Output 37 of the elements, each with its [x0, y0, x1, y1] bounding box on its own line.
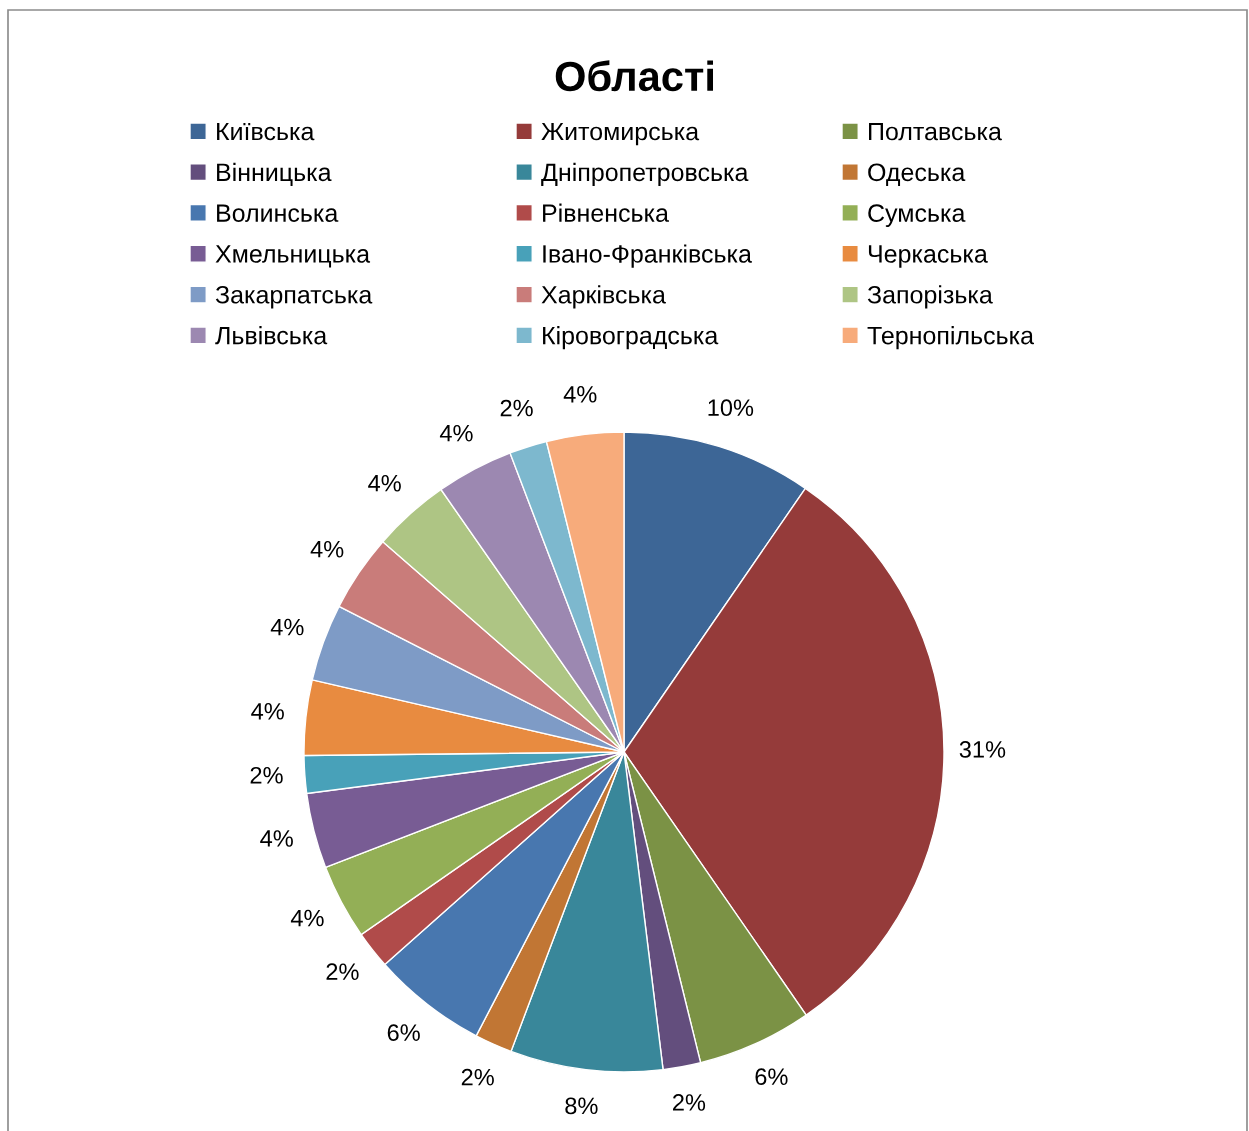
- legend-label: Київська: [217, 122, 315, 141]
- chart-title: Області: [555, 60, 713, 92]
- data-label: 4%: [368, 474, 401, 492]
- legend-label: Кіровоградська: [543, 326, 719, 350]
- legend-label: Львівська: [215, 326, 328, 345]
- legend-label: Закарпатська: [215, 285, 373, 309]
- legend-label: Вінницька: [217, 162, 332, 186]
- legend-label: Житомирська: [541, 122, 700, 146]
- data-label: 2%: [461, 1068, 494, 1086]
- data-label: 2%: [673, 1094, 706, 1111]
- legend-label: Харківська: [541, 285, 666, 309]
- legend-label: Волинська: [217, 204, 339, 222]
- data-label: 4%: [310, 540, 344, 558]
- data-label: 4%: [439, 424, 473, 442]
- data-label: 2%: [326, 963, 359, 980]
- legend-label: Черкаська: [868, 245, 988, 268]
- data-label: 6%: [387, 1024, 420, 1041]
- data-label: 4%: [563, 386, 597, 403]
- data-label: 4%: [290, 909, 324, 927]
- data-label: 10%: [708, 399, 754, 417]
- data-label: 2%: [500, 399, 533, 417]
- data-label: 8%: [565, 1097, 598, 1115]
- legend-label: Дніпропетровська: [541, 162, 749, 187]
- data-label: 4%: [270, 618, 304, 636]
- data-label: 4%: [260, 830, 293, 847]
- legend-label: Одеська: [868, 163, 966, 186]
- legend-label: Полтавська: [869, 122, 1002, 141]
- legend-label: Запорізька: [867, 285, 993, 309]
- legend-label: Хмельницька: [215, 245, 371, 268]
- data-label: 6%: [755, 1068, 788, 1086]
- legend-label: Івано-Франківська: [543, 244, 752, 268]
- legend-label: Рівненська: [543, 203, 669, 222]
- legend-label: Тернопільська: [867, 326, 1035, 350]
- data-label: 4%: [251, 702, 284, 720]
- data-label: 31%: [959, 741, 1006, 758]
- legend-label: Сумська: [868, 204, 966, 227]
- data-label: 2%: [250, 766, 283, 784]
